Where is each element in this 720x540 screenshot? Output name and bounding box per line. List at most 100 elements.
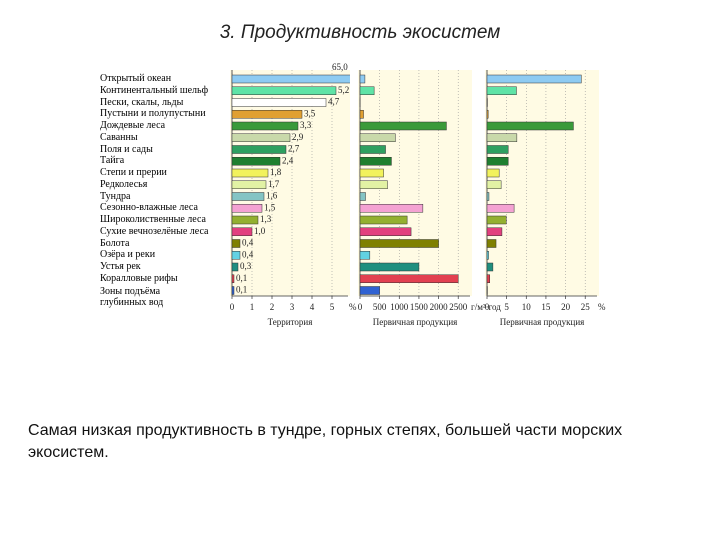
category-label: Степи и прерии — [100, 167, 167, 178]
bar — [359, 74, 366, 84]
bar — [359, 239, 439, 248]
bar — [231, 121, 299, 131]
value-label: 1,8 — [270, 167, 282, 177]
value-label: 5,2 — [338, 85, 349, 95]
category-label: Тундра — [100, 190, 131, 202]
bar — [359, 133, 396, 142]
x-tick-label: 2 — [270, 302, 275, 312]
bar — [486, 180, 502, 189]
bar — [231, 74, 350, 84]
bar — [231, 98, 327, 107]
bar — [359, 180, 388, 189]
x-tick-label: 500 — [373, 302, 387, 312]
x-tick-label: 5 — [504, 302, 509, 312]
value-label: 65,0 — [332, 62, 348, 72]
x-tick-label: 0 — [358, 302, 363, 312]
bar — [359, 262, 420, 272]
bar — [486, 239, 497, 248]
bar — [231, 157, 281, 166]
category-label: Сухие вечнозелёные леса — [100, 225, 209, 237]
bar — [359, 227, 412, 236]
bar — [486, 262, 494, 272]
plot-background — [485, 70, 599, 296]
value-label: 0,4 — [242, 249, 254, 259]
bar — [231, 180, 267, 189]
bar — [486, 274, 490, 283]
bar — [486, 251, 489, 260]
bar — [231, 204, 263, 213]
bar — [231, 262, 239, 272]
value-label: 2,4 — [282, 155, 294, 165]
category-label: Широколиственные леса — [100, 214, 206, 225]
x-axis-label: Первичная продукция — [373, 317, 458, 327]
bar — [359, 274, 459, 283]
bar — [231, 168, 269, 178]
value-label: 2,7 — [288, 144, 300, 154]
bars — [486, 74, 582, 295]
value-label: 4,7 — [328, 97, 340, 107]
category-label: Тайга — [100, 155, 125, 167]
category-label: Сезонно-влажные леса — [100, 202, 198, 214]
bar — [486, 110, 489, 119]
x-tick-label: 1000 — [390, 302, 409, 312]
bar — [231, 239, 241, 248]
value-label: 1,7 — [268, 179, 280, 189]
bar — [231, 192, 265, 201]
bar — [359, 192, 366, 201]
bar — [231, 274, 235, 283]
bar — [359, 215, 408, 225]
x-tick-label: 20 — [561, 302, 571, 312]
category-label: Устья рек — [100, 261, 141, 272]
category-label: Поля и сады — [100, 143, 153, 155]
bar — [486, 227, 503, 236]
category-label: Дождевые леса — [100, 120, 166, 131]
x-tick-label: 1500 — [410, 302, 429, 312]
bar — [486, 133, 518, 142]
x-tick-label: 5 — [330, 302, 335, 312]
x-tick-label: 2500 — [449, 302, 468, 312]
bars — [359, 74, 459, 295]
bar — [231, 286, 235, 295]
x-tick-label: 0 — [230, 302, 235, 312]
x-tick-label: 10 — [522, 302, 532, 312]
x-unit: % — [349, 302, 357, 312]
bar — [486, 204, 515, 213]
bar — [486, 74, 582, 84]
x-tick-label: 1 — [250, 302, 255, 312]
category-label: Пустыни и полупустыни — [100, 108, 206, 120]
category-label: Саванны — [100, 131, 138, 143]
bar — [359, 110, 364, 119]
bar — [486, 145, 509, 154]
bar — [486, 192, 490, 201]
value-label: 1,5 — [264, 202, 276, 212]
value-label: 0,4 — [242, 238, 254, 248]
category-label: Открытый океан — [100, 73, 172, 84]
bar — [231, 110, 303, 119]
value-label: 0,3 — [240, 261, 252, 271]
category-label: Редколесья — [100, 178, 148, 190]
slide-title: 3. Продуктивность экосистем — [219, 22, 501, 43]
value-label: 1,6 — [266, 191, 278, 201]
x-unit: г/м²·год — [471, 302, 501, 312]
value-label: 3,5 — [304, 108, 316, 118]
category-label: Зоны подъёма глубинных вод — [100, 285, 164, 308]
x-tick-label: 25 — [581, 302, 591, 312]
bar — [359, 121, 447, 131]
bar — [231, 227, 253, 236]
bar — [231, 251, 241, 260]
x-tick-label: 3 — [290, 302, 295, 312]
bar — [486, 157, 509, 166]
value-label: 2,9 — [292, 132, 304, 142]
bar — [486, 215, 507, 225]
value-label: 0,1 — [236, 273, 247, 283]
x-tick-label: 4 — [310, 302, 315, 312]
x-axis-label: Территория — [268, 317, 313, 327]
bar — [359, 251, 371, 260]
bar — [231, 86, 337, 95]
bar — [359, 145, 386, 154]
bar — [359, 204, 424, 213]
bar — [359, 168, 384, 178]
bar — [231, 133, 291, 142]
